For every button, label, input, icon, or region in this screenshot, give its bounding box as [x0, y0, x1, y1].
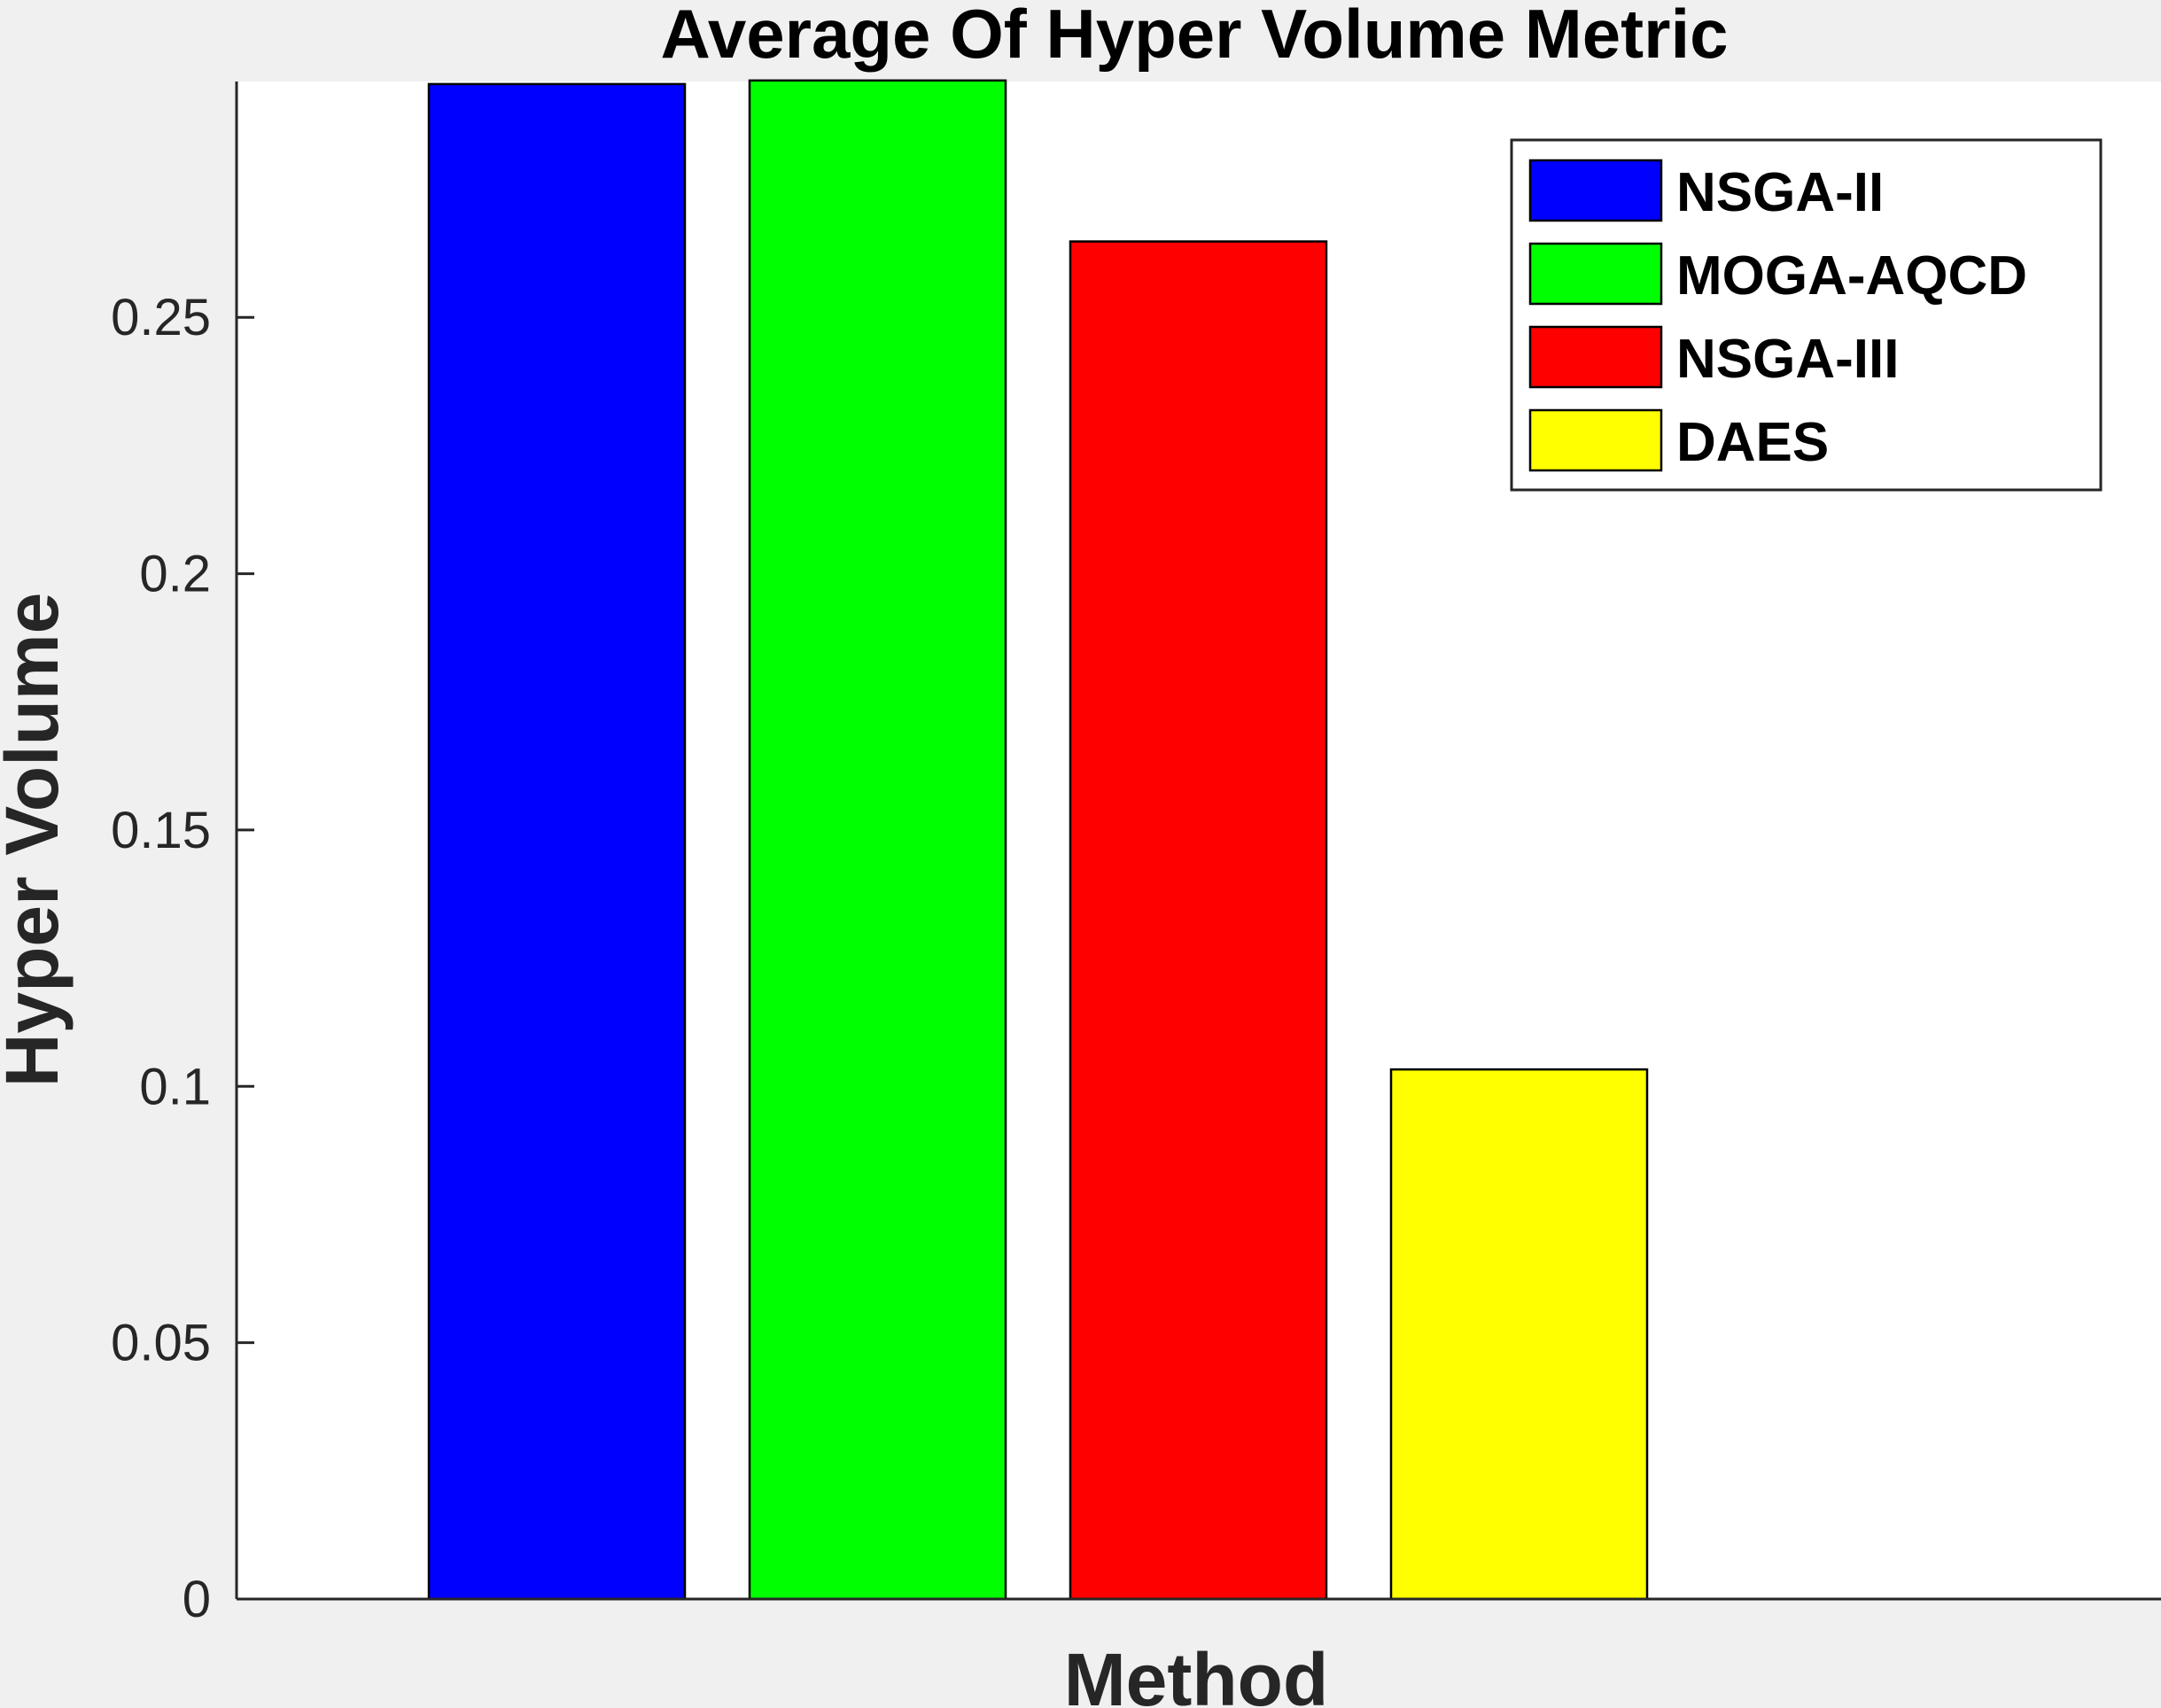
y-tick-label: 0.25: [111, 289, 211, 346]
legend: NSGA-II MOGA-AQCD NSGA-III DAES: [1510, 138, 2103, 492]
legend-swatch-moga-aqcd: [1528, 242, 1663, 306]
bar-nsga-iii: [1069, 240, 1328, 1601]
legend-label-nsga-iii: NSGA-III: [1676, 329, 1899, 390]
legend-label-daes: DAES: [1676, 412, 1829, 473]
bar-daes: [1389, 1068, 1649, 1601]
legend-swatch-nsga-ii: [1528, 159, 1663, 222]
y-tick-label: 0.15: [111, 802, 211, 859]
y-tick-label: 0: [183, 1571, 211, 1628]
legend-label-nsga-ii: NSGA-II: [1676, 162, 1884, 223]
y-tick-label: 0.05: [111, 1315, 211, 1372]
legend-swatch-daes: [1528, 408, 1663, 472]
legend-items: NSGA-II MOGA-AQCD NSGA-III DAES: [1528, 159, 2027, 473]
y-axis-label: Hyper Volume: [0, 593, 74, 1088]
bar-nsga-ii: [427, 82, 687, 1601]
legend-label-moga-aqcd: MOGA-AQCD: [1676, 245, 2027, 307]
bars-group: [427, 79, 1649, 1601]
bar-moga-aqcd: [748, 79, 1007, 1601]
y-tick-label: 0.2: [139, 546, 211, 603]
chart-title: Average Of Hyper Volume Metric: [660, 0, 1728, 73]
x-axis-label: Method: [1064, 1638, 1329, 1708]
y-tick-label: 0.1: [139, 1058, 211, 1115]
y-ticks-group: 0 0.05 0.1 0.15 0.2 0.25: [111, 289, 254, 1628]
legend-swatch-nsga-iii: [1528, 325, 1663, 389]
